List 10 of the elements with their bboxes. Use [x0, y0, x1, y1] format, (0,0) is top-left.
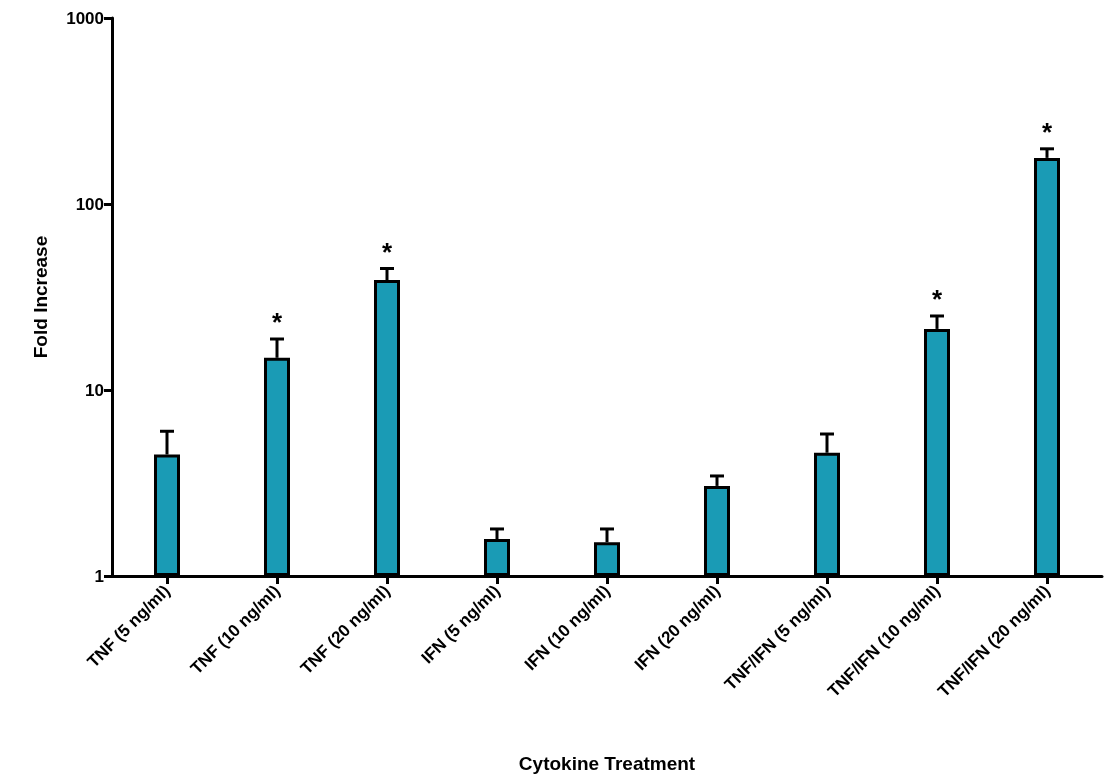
- y-tick-label: 10: [85, 380, 104, 400]
- y-tick-label: 1: [94, 566, 104, 586]
- y-tick-label: 1000: [66, 8, 104, 28]
- annotation: *: [271, 307, 283, 338]
- x-axis-title: Cytokine Treatment: [518, 753, 696, 774]
- annotation: *: [381, 236, 393, 267]
- annotation: *: [931, 283, 943, 314]
- annotation: *: [1041, 116, 1053, 147]
- y-tick-label: 100: [75, 194, 104, 214]
- y-axis-title: Fold Increase: [30, 235, 51, 359]
